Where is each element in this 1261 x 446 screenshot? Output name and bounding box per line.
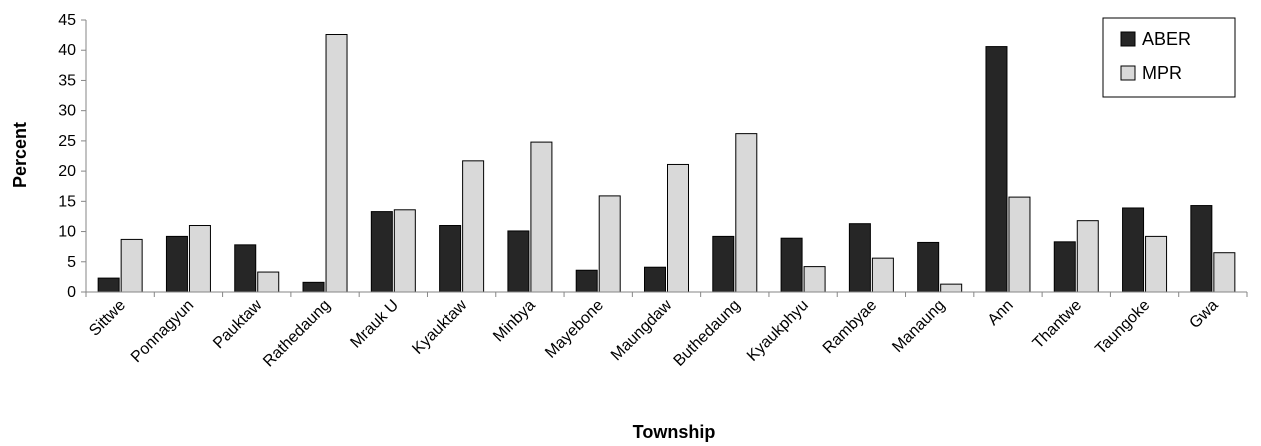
legend: ABER MPR (1102, 17, 1236, 98)
y-tick-label: 10 (58, 224, 76, 241)
x-axis-title: Township (633, 422, 716, 442)
x-tick-label: Kyauktaw (409, 296, 470, 357)
x-tick-label: Maungdaw (608, 296, 676, 364)
x-tick-label: Ann (985, 297, 1017, 329)
x-tick-label: Mrauk U (347, 297, 402, 352)
x-tick-label: Mayebone (542, 297, 607, 362)
x-tick-label: Thantwe (1030, 297, 1085, 352)
bar-aber-buthedaung (712, 235, 735, 293)
y-tick-label: 0 (67, 284, 76, 301)
bar-mpr-maungdaw (667, 163, 689, 293)
bar-mpr-sittwe (120, 238, 143, 293)
bar-mpr-buthedaung (735, 133, 758, 293)
bar-aber-pauktaw (234, 244, 257, 293)
y-tick-label: 5 (67, 254, 76, 271)
x-axis-ticks (85, 292, 1248, 297)
x-tick-label: Pauktaw (210, 296, 266, 352)
x-tick-label: Gwa (1186, 297, 1221, 332)
bar-aber-minbya (507, 230, 530, 293)
bar-aber-maungdaw (644, 266, 666, 293)
y-tick-label: 35 (58, 72, 76, 89)
bar-aber-rambyae (848, 223, 871, 293)
bar-mpr-taungoke (1145, 235, 1168, 293)
y-axis-ticks: 0 5 10 15 20 25 30 35 40 45 (58, 12, 86, 301)
bar-mpr-gwa (1213, 252, 1236, 293)
bars (97, 34, 1236, 293)
bar-aber-kyauktaw (439, 225, 462, 293)
bar-aber-ponnagyun (165, 235, 188, 293)
y-tick-label: 40 (58, 42, 76, 59)
bar-aber-thantwe (1053, 241, 1076, 293)
legend-label-aber: ABER (1142, 29, 1191, 49)
bar-aber-kyaukphyu (780, 237, 803, 293)
x-tick-label: Manaung (889, 297, 948, 356)
bar-aber-sittwe (97, 277, 120, 293)
bar-mpr-mayebone (598, 195, 621, 293)
y-tick-label: 15 (58, 193, 76, 210)
legend-swatch-aber (1120, 31, 1136, 47)
bar-mpr-manaung (940, 283, 963, 293)
bar-mpr-ann (1008, 196, 1031, 293)
y-tick-label: 30 (58, 103, 76, 120)
bar-mpr-kyauktaw (462, 160, 485, 293)
x-tick-label: Minbya (490, 297, 539, 346)
bar-aber-rathedaung (302, 281, 325, 293)
bar-aber-ann (985, 46, 1008, 293)
bar-mpr-rathedaung (325, 34, 348, 293)
bar-aber-taungoke (1122, 207, 1145, 293)
y-tick-label: 45 (58, 12, 76, 29)
bar-aber-manaung (917, 241, 940, 293)
bar-mpr-pauktaw (257, 271, 280, 293)
bar-aber-mrauk-u (370, 211, 393, 293)
x-tick-label: Sittwe (86, 297, 129, 340)
y-tick-label: 20 (58, 163, 76, 180)
bar-mpr-mrauk-u (393, 209, 416, 293)
x-tick-label: Kyaukphyu (744, 297, 812, 365)
legend-swatch-mpr (1120, 65, 1136, 81)
y-tick-label: 25 (58, 133, 76, 150)
legend-label-mpr: MPR (1142, 63, 1182, 83)
bar-aber-gwa (1190, 205, 1213, 293)
x-tick-label: Ponnagyun (128, 297, 197, 366)
x-tick-label: Rathedaung (260, 297, 334, 371)
x-tick-label: Buthedaung (671, 297, 744, 370)
bar-mpr-rambyae (871, 257, 894, 293)
bar-mpr-kyaukphyu (803, 266, 826, 293)
bar-mpr-thantwe (1076, 220, 1099, 293)
x-tick-label: Taungoke (1092, 297, 1153, 358)
bar-aber-mayebone (575, 269, 598, 293)
legend-box (1102, 17, 1236, 98)
y-axis-title: Percent (10, 122, 30, 188)
x-tick-label: Rambyae (820, 297, 881, 358)
bar-mpr-ponnagyun (188, 225, 211, 293)
bar-mpr-minbya (530, 141, 553, 293)
